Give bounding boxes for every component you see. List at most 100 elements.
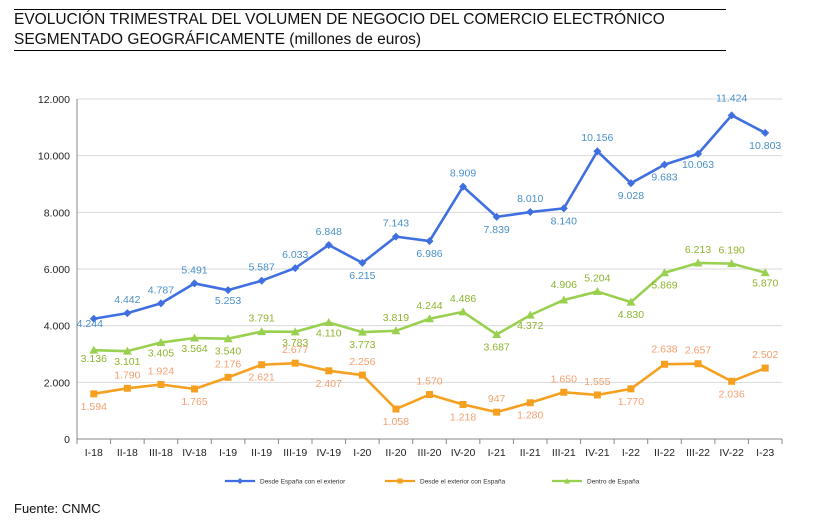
- data-label: 6.848: [316, 226, 342, 238]
- x-tick-label: I-20: [353, 447, 371, 459]
- x-tick-label: I-19: [219, 447, 237, 459]
- data-label: 2.176: [215, 358, 241, 370]
- x-tick-label: I-21: [488, 447, 506, 459]
- data-point: [358, 258, 367, 267]
- data-label: 3.136: [81, 353, 107, 365]
- x-tick-label: II-20: [385, 447, 406, 459]
- chart-title-line-1: EVOLUCIÓN TRIMESTRAL DEL VOLUMEN DE NEGO…: [14, 11, 665, 28]
- data-point: [661, 360, 668, 368]
- data-point: [526, 399, 534, 407]
- data-label: 10.063: [682, 159, 714, 171]
- data-point: [357, 327, 367, 336]
- data-label: 1.555: [584, 376, 610, 388]
- data-point: [760, 268, 770, 277]
- data-label: 8.140: [551, 215, 577, 227]
- x-tick-label: I-22: [622, 447, 640, 459]
- data-point: [492, 330, 502, 339]
- data-point: [392, 405, 400, 413]
- line-chart: 0 2.000 4.000 6.000 8.000 10.000 12.000 I-18 II-…: [38, 92, 783, 486]
- x-tick-label: IV-22: [719, 447, 744, 459]
- x-tick-label: I-23: [756, 447, 774, 459]
- x-tick-label: I-18: [85, 447, 103, 459]
- data-point: [257, 276, 266, 285]
- data-label: 6.215: [349, 270, 375, 282]
- data-point: [291, 264, 300, 273]
- data-point: [592, 287, 602, 296]
- data-point: [727, 259, 737, 268]
- data-label: 5.870: [752, 278, 778, 290]
- x-tick-label: II-19: [251, 447, 272, 459]
- data-label: 4.486: [450, 293, 476, 305]
- data-label: 3.819: [383, 312, 409, 324]
- chart-title-line-2: SEGMENTADO GEOGRÁFICAMENTE (millones de …: [14, 31, 422, 48]
- data-point: [89, 314, 98, 323]
- data-label: 4.110: [316, 328, 342, 340]
- data-point: [156, 338, 166, 347]
- data-label: 3.773: [349, 339, 375, 351]
- data-label: 4.787: [148, 284, 174, 296]
- data-label: 1.924: [148, 365, 174, 377]
- data-label: 2.407: [316, 378, 342, 390]
- x-tick-label: IV-18: [182, 447, 207, 459]
- x-tick-label: II-22: [654, 447, 675, 459]
- data-label: 5.204: [584, 273, 610, 285]
- data-label: 1.790: [114, 369, 140, 381]
- data-point: [258, 361, 266, 369]
- data-point: [358, 371, 366, 379]
- data-point: [324, 240, 333, 249]
- data-point: [761, 364, 769, 372]
- data-label: 3.791: [249, 313, 275, 325]
- data-label: 8.909: [450, 168, 476, 180]
- x-tick-label: III-20: [418, 447, 442, 459]
- legend-entry: Dentro de España: [552, 478, 640, 486]
- data-label: 1.765: [181, 396, 207, 408]
- data-label: 1.218: [450, 411, 476, 423]
- data-label: 5.869: [651, 280, 677, 292]
- legend-label: Desde España con el exterior: [260, 479, 346, 486]
- data-point: [459, 182, 468, 191]
- data-point: [190, 333, 199, 342]
- data-label: 8.010: [517, 193, 543, 205]
- data-point: [627, 385, 635, 393]
- y-tick-label: 12.000: [38, 94, 70, 106]
- data-label: 6.213: [685, 244, 711, 256]
- legend-entry: Desde España con el exterior: [225, 478, 346, 486]
- data-point: [761, 128, 770, 137]
- y-tick-label: 8.000: [44, 207, 70, 219]
- data-point: [727, 111, 736, 120]
- data-label: 7.839: [484, 224, 510, 236]
- data-point: [693, 258, 703, 267]
- data-point: [123, 309, 132, 318]
- data-label: 5.491: [181, 264, 207, 276]
- x-tick-label: IV-20: [451, 447, 476, 459]
- data-label: 1.770: [618, 396, 644, 408]
- data-label: 10.803: [749, 140, 781, 152]
- data-point: [123, 384, 131, 392]
- y-tick-label: 2.000: [44, 377, 70, 389]
- data-label: 2.677: [282, 344, 308, 356]
- legend-marker: [397, 478, 403, 484]
- data-point: [191, 385, 198, 393]
- data-point: [526, 208, 535, 217]
- data-label: 7.143: [383, 218, 409, 230]
- data-point: [223, 334, 233, 343]
- data-label: 3.540: [215, 346, 241, 358]
- x-tick-label: III-19: [283, 447, 307, 459]
- x-tick-label: II-18: [117, 447, 138, 459]
- data-label: 1.594: [81, 401, 107, 413]
- data-label: 6.986: [416, 248, 442, 260]
- data-label: 4.830: [618, 309, 644, 321]
- data-point: [391, 232, 400, 241]
- data-label: 1.570: [416, 376, 442, 388]
- data-point: [156, 299, 165, 308]
- legend-entry: Desde el exterior con España: [385, 478, 506, 486]
- legend-marker: [564, 478, 570, 484]
- data-label: 4.906: [551, 279, 577, 291]
- data-label: 3.687: [484, 342, 510, 354]
- data-point: [257, 327, 267, 336]
- y-tick-label: 0: [64, 434, 70, 446]
- data-label: 3.405: [148, 348, 174, 360]
- data-label: 3.101: [114, 356, 140, 368]
- data-point: [224, 373, 232, 381]
- data-point: [560, 388, 568, 396]
